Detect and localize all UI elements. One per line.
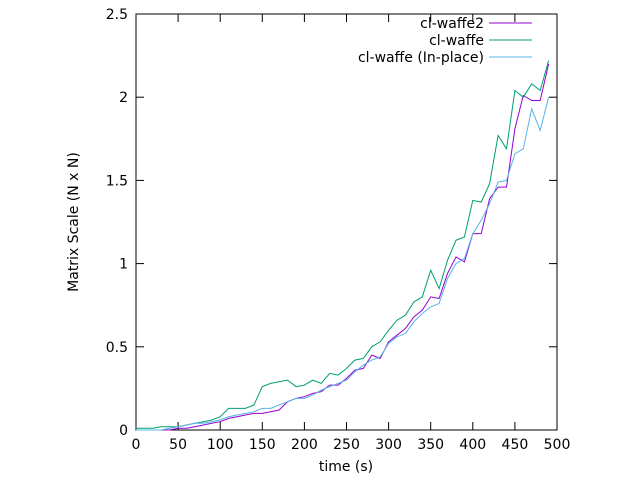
y-tick-label: 1.5	[106, 173, 128, 189]
x-axis-label: time (s)	[319, 459, 373, 475]
x-tick-label: 150	[249, 437, 276, 453]
x-tick-label: 450	[502, 437, 529, 453]
plot-frame	[135, 13, 558, 431]
series-line-cl-waffe2	[136, 63, 550, 431]
x-tick-label: 50	[169, 437, 187, 453]
x-tick-label: 0	[132, 437, 141, 453]
y-axis-label: Matrix Scale (N x N)	[66, 152, 82, 292]
x-tick-label: 200	[291, 437, 318, 453]
y-tick-label: 0	[119, 423, 128, 439]
x-tick-label: 400	[459, 437, 486, 453]
y-tick-label: 0.5	[106, 340, 128, 356]
y-axis: 0 0.5 1 1.5 2 2.5	[106, 7, 557, 439]
x-tick-label: 500	[544, 437, 571, 453]
y-tick-label: 2.5	[106, 7, 128, 23]
x-axis: 0 50 100 150 200 250 300 350 400 450 500	[132, 14, 571, 453]
legend-label: cl-waffe2	[420, 16, 484, 32]
legend-label: cl-waffe	[429, 33, 484, 49]
y-tick-label: 1	[119, 257, 128, 273]
series-line-cl-waffe-in-place	[136, 97, 550, 431]
x-tick-label: 100	[207, 437, 234, 453]
series-line-cl-waffe	[136, 60, 550, 429]
y-tick-label: 2	[119, 90, 128, 106]
series-lines	[136, 60, 550, 431]
x-tick-label: 250	[333, 437, 360, 453]
legend-label: cl-waffe (In-place)	[358, 50, 484, 66]
x-tick-label: 350	[417, 437, 444, 453]
x-tick-label: 300	[375, 437, 402, 453]
